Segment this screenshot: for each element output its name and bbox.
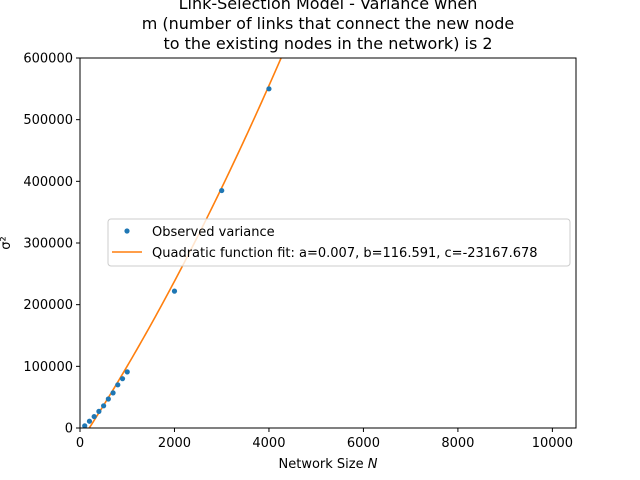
y-tick-label: 400000 <box>23 175 73 190</box>
x-tick-label: 0 <box>76 436 84 451</box>
data-point <box>115 382 121 388</box>
data-point <box>171 288 178 294</box>
x-tick-label: 8000 <box>441 436 474 451</box>
x-axis-label: Network Size N <box>279 457 378 472</box>
x-tick-label: 10000 <box>532 436 573 451</box>
data-point <box>82 423 88 428</box>
data-point <box>110 390 116 396</box>
chart-title-line-2: m (number of links that connect the new … <box>142 14 515 33</box>
chart-title-line-3: to the existing nodes in the network) is… <box>163 34 492 53</box>
y-tick-label: 600000 <box>23 52 73 67</box>
data-point <box>124 369 130 375</box>
legend-box <box>107 218 571 267</box>
chart-title-line-1: Link-Selection Model - Variance when <box>179 0 478 13</box>
y-axis: 0 100000 200000 300000 400000 500000 600000 <box>23 52 80 437</box>
data-point <box>96 408 102 414</box>
legend-label-observed: Observed variance <box>152 225 275 240</box>
y-tick-label: 500000 <box>23 113 73 128</box>
y-tick-label: 0 <box>65 422 73 437</box>
data-point <box>266 86 272 92</box>
data-point <box>219 187 225 194</box>
legend: Observed variance Quadratic function fit:… <box>107 218 571 267</box>
legend-marker-observed <box>124 228 130 234</box>
x-tick-label: 2000 <box>158 436 191 451</box>
x-axis: 0 2000 4000 6000 8000 10000 <box>76 428 573 451</box>
x-tick-label: 4000 <box>252 436 285 451</box>
y-tick-label: 200000 <box>23 298 73 313</box>
legend-label-fit: Quadratic function fit: a=0.007, b=116.5… <box>152 246 538 261</box>
data-point <box>119 376 126 382</box>
data-point <box>101 403 107 409</box>
y-axis-label: σ² <box>0 236 14 249</box>
data-point <box>91 413 97 420</box>
x-tick-label: 6000 <box>347 436 380 451</box>
y-tick-label: 300000 <box>23 237 73 252</box>
data-point <box>86 418 93 424</box>
data-point <box>105 396 111 402</box>
y-tick-label: 100000 <box>23 360 73 375</box>
